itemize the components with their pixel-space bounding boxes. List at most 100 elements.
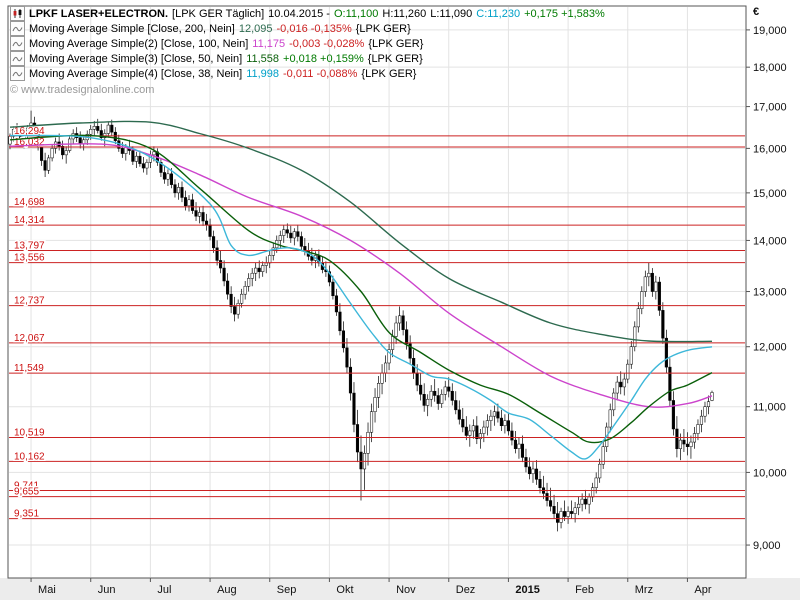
candle-body	[598, 463, 602, 479]
candle-body	[587, 496, 591, 505]
candle-body	[268, 255, 272, 264]
candle-body	[43, 160, 47, 171]
candle-body	[387, 349, 391, 364]
x-tick-label: Aug	[217, 584, 237, 596]
candle-body	[548, 500, 553, 507]
candle-body	[264, 262, 268, 266]
candle-body	[443, 386, 447, 395]
candle-body	[619, 381, 623, 388]
candle-body	[468, 430, 472, 436]
ma-line-50	[9, 134, 713, 444]
candle-body	[61, 145, 65, 156]
candle-body	[594, 477, 598, 488]
candle-body	[471, 425, 475, 432]
candle-body	[517, 443, 521, 449]
x-tick-label: Nov	[396, 584, 416, 596]
candle-body	[289, 232, 293, 239]
candle-body	[380, 372, 384, 384]
candle-body	[278, 235, 282, 241]
candle-body	[538, 479, 542, 488]
indicator-icon	[10, 21, 25, 36]
candle-body	[310, 256, 314, 261]
indicator-value: 12,095	[238, 22, 273, 35]
candle-body	[334, 295, 338, 313]
candle-body	[426, 398, 430, 406]
candle-body	[447, 386, 451, 392]
candle-body	[675, 428, 679, 449]
indicator-change: +0,018 +0,159%	[283, 52, 364, 65]
candle-body	[359, 451, 363, 470]
candle-body	[162, 172, 166, 180]
indicator-legend-row-ma50[interactable]: Moving Average Simple(3) [Close, 50, Nei…	[10, 51, 609, 66]
candle-body	[492, 411, 496, 417]
candle-body	[531, 468, 535, 475]
x-axis[interactable]: Mai Jun Jul Aug Sep Okt Nov Dez 2015 Feb Mrz Apr	[30, 7, 712, 596]
candle-body	[145, 162, 149, 169]
candle-body	[419, 384, 423, 395]
y-tick-label: 17,000	[753, 102, 787, 114]
candle-body	[601, 446, 605, 465]
candle-body	[141, 163, 145, 169]
candle-body	[454, 400, 458, 411]
chart-legend: LPKF LASER+ELECTRON. [LPK GER Täglich] 1…	[10, 6, 609, 81]
candle-body	[106, 124, 110, 134]
candle-body	[99, 130, 103, 138]
candle-body	[40, 145, 44, 161]
indicator-change: -0,016 -0,135%	[276, 22, 352, 35]
candle-body	[261, 265, 265, 272]
candle-body	[89, 129, 93, 135]
indicator-value: 11,175	[252, 37, 286, 50]
candle-body	[461, 419, 465, 428]
indicator-legend-row-ma38[interactable]: Moving Average Simple(4) [Close, 38, Nei…	[10, 66, 609, 81]
candle-body	[366, 431, 370, 454]
candle-body	[408, 343, 412, 359]
candle-body	[577, 503, 581, 509]
y-tick-label: 11,000	[753, 402, 786, 414]
level-label: 14,314	[14, 215, 45, 226]
candle-body	[212, 236, 216, 249]
x-tick-label: Feb	[575, 584, 594, 596]
level-label: 9,351	[14, 509, 39, 520]
candle-body	[580, 498, 584, 505]
indicator-change: -0,003 -0,028%	[289, 37, 365, 50]
candle-body	[496, 411, 500, 419]
x-tick-label: Dez	[456, 584, 476, 596]
candle-body	[440, 394, 444, 404]
indicator-name: Moving Average Simple(4) [Close, 38, Nei…	[29, 67, 243, 80]
candle-body	[54, 141, 58, 149]
indicator-legend-row-ma200[interactable]: Moving Average Simple [Close, 200, Nein]…	[10, 21, 609, 36]
candle-body	[510, 430, 514, 441]
candle-body	[201, 212, 205, 222]
y-tick-label: 13,000	[753, 287, 787, 299]
candle-body	[685, 443, 689, 447]
candle-body	[96, 126, 100, 131]
candle-body	[489, 415, 493, 421]
quote-close: C:11,230	[476, 7, 521, 20]
x-tick-label: 2015	[515, 584, 539, 596]
level-label: 11,549	[14, 363, 44, 374]
instrument-name: LPKF LASER+ELECTRON.	[29, 7, 169, 20]
indicator-tag: {LPK GER}	[368, 37, 424, 50]
ma-line-100	[9, 143, 713, 408]
candle-body	[243, 285, 247, 295]
candle-body	[282, 229, 286, 236]
x-axis-strip[interactable]	[0, 578, 800, 600]
indicator-legend-row-ma100[interactable]: Moving Average Simple(2) [Close, 100, Ne…	[10, 36, 609, 51]
instrument-legend-row[interactable]: LPKF LASER+ELECTRON. [LPK GER Täglich] 1…	[10, 6, 609, 21]
level-label: 10,519	[14, 428, 45, 439]
level-label: 10,162	[14, 451, 45, 462]
candle-body	[271, 247, 275, 256]
candle-body	[520, 443, 525, 458]
candle-body	[348, 366, 353, 394]
candle-body	[247, 278, 251, 287]
candle-body	[327, 271, 331, 283]
x-tick-label: Jun	[98, 584, 116, 596]
candle-body	[527, 466, 532, 475]
x-tick-label: Apr	[694, 584, 711, 596]
candle-body	[355, 424, 360, 453]
candle-body	[415, 372, 419, 386]
candle-body	[591, 487, 595, 498]
candle-body	[131, 150, 135, 162]
candle-body	[608, 409, 612, 428]
